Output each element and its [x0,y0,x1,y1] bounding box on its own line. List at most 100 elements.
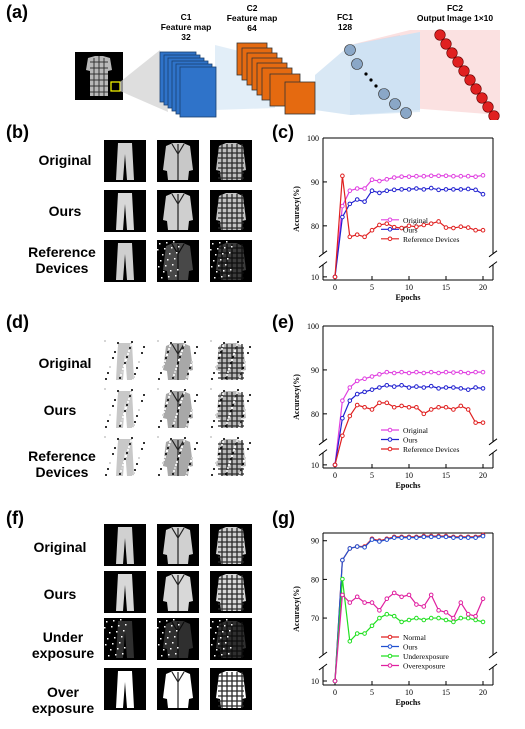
legend-label: Normal [403,633,426,642]
legend-label: Ours [403,225,418,234]
data-point [340,203,345,209]
sample-thumbnail [157,388,199,430]
data-point [377,539,382,544]
data-point [428,221,434,226]
data-point [362,545,367,550]
data-point [473,617,478,623]
x-axis-label: Epochs [396,698,421,707]
data-point [458,173,464,179]
data-point [354,197,360,202]
x-tick-label: 20 [479,688,487,697]
legend-label: Original [403,426,428,435]
row-label-ours-d: Ours [43,402,77,418]
data-point [421,534,427,540]
legend-marker [387,437,393,442]
data-point [354,544,360,549]
data-point [347,201,353,207]
row-label-reference-d: Reference Devices [28,448,96,480]
data-point [391,175,397,180]
y-tick-label: 100 [307,322,319,331]
data-point [406,535,412,540]
data-point [377,190,382,196]
sample-thumbnail [210,618,252,660]
sample-thumbnail [104,618,146,660]
data-point [473,187,478,193]
legend-label: Overexposure [403,662,446,671]
data-point [421,617,427,623]
sample-thumbnail [157,340,199,382]
legend-label: Reference Devices [403,445,460,454]
data-point [362,404,367,410]
data-point [332,678,338,684]
sample-thumbnail [157,571,199,613]
data-point [354,186,360,191]
c2-title: C2 [247,3,258,13]
data-point [354,402,360,408]
data-point [414,186,419,191]
fc2-title: FC2 [447,3,463,13]
data-point [414,224,419,230]
data-point [391,224,397,230]
data-point [384,611,390,617]
x-tick-label: 5 [370,471,374,480]
data-point [414,404,419,410]
x-tick-label: 15 [442,471,450,480]
x-tick-label: 0 [333,283,337,292]
data-point [384,221,390,226]
data-point [465,225,471,230]
data-point [384,400,390,406]
panel-label-d: (d) [6,312,29,332]
sample-thumbnail [104,524,146,566]
data-point [384,369,390,375]
data-point [458,386,464,391]
y-tick-label: 80 [311,222,319,231]
row-label-reference-b: Reference Devices [28,244,96,276]
data-point [369,600,375,605]
data-point [377,608,382,613]
data-point [406,385,412,390]
legend-marker [387,227,393,232]
x-axis-label: Epochs [396,481,421,490]
data-point [428,383,434,389]
legend-label: Underexposure [403,652,449,661]
y-tick-label: 70 [311,614,319,623]
sample-thumbnail [210,240,252,282]
sample-thumbnail [104,140,146,182]
data-point [414,369,419,375]
data-point [377,400,382,406]
data-point [421,604,427,609]
data-point [340,398,345,403]
panel-label-b: (b) [6,122,29,142]
data-point [347,234,353,240]
sample-thumbnail [210,340,252,382]
sample-thumbnail [210,436,252,478]
x-tick-label: 5 [370,688,374,697]
data-point [436,173,441,179]
data-point [451,615,456,621]
data-point [369,227,375,233]
sample-thumbnail [157,618,199,660]
legend-marker [387,427,393,433]
data-point [458,187,464,192]
data-point [421,173,427,179]
row-label-original-b: Original [38,152,92,168]
data-point [451,619,456,625]
c1-title: C1 [181,12,192,22]
input-shirt-icon [86,56,112,96]
data-point [340,592,345,598]
sample-thumbnail [210,571,252,613]
fc1-title: FC1 [337,12,353,22]
sample-thumbnail [210,190,252,232]
data-point [391,187,397,193]
data-point [369,537,375,542]
data-point [480,173,486,178]
data-point [473,535,478,540]
data-point [362,600,367,605]
data-point [369,387,375,392]
data-point [465,370,471,376]
data-point [458,600,464,605]
sample-thumbnail [104,436,146,478]
axis-break-mark [488,438,498,456]
